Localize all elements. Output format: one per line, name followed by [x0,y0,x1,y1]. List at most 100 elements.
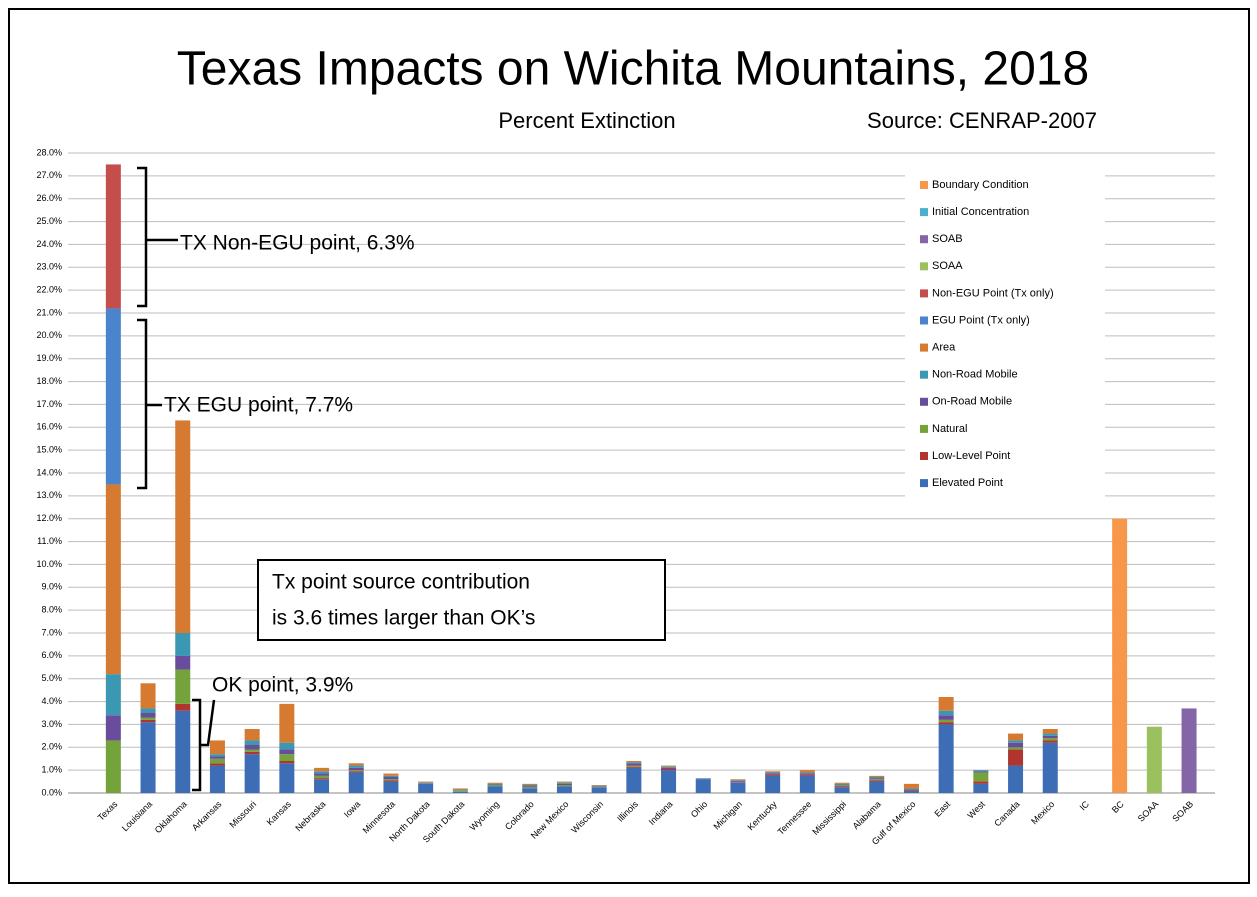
y-tick-label: 14.0% [36,467,62,477]
bar-segment [1008,766,1023,793]
legend-swatch [920,235,928,243]
bar-segment [418,782,433,783]
chart-subtitle: Percent Extinction [498,108,675,133]
bar-segment [1008,734,1023,741]
bar-segment [314,774,329,776]
bar-segment [349,763,364,765]
y-tick-label: 10.0% [36,559,62,569]
y-tick-label: 22.0% [36,285,62,295]
bar-segment [418,784,433,793]
legend-swatch [920,425,928,433]
bar-segment [245,754,260,793]
y-tick-label: 0.0% [41,787,62,797]
bar-segment [106,674,121,715]
bar-segment [939,724,954,793]
chart-source: Source: CENRAP-2007 [867,108,1097,133]
legend-swatch [920,317,928,325]
bar-segment [210,766,225,793]
bar-segment [175,670,190,704]
bar-segment [1043,740,1058,742]
legend-swatch [920,398,928,406]
bar-segment [730,781,745,782]
bar-segment [314,778,329,779]
bar-segment [661,767,676,768]
y-tick-label: 23.0% [36,262,62,272]
legend-swatch [920,262,928,270]
bar-segment [869,777,884,778]
bar-segment [626,763,641,765]
bar-segment [1008,743,1023,748]
y-tick-label: 26.0% [36,193,62,203]
bar-segment [973,782,988,784]
bar-segment [141,722,156,793]
bar-segment [1112,519,1127,793]
bar-segment [557,784,572,785]
legend-label: SOAA [932,260,963,272]
y-tick-label: 18.0% [36,376,62,386]
bar-segment [141,708,156,713]
bar-segment [279,761,294,763]
bar-segment [141,683,156,708]
bar-segment [696,779,711,793]
bar-segment [696,778,711,779]
bar-segment [349,770,364,771]
bar-segment [661,768,676,769]
bar-segment [245,745,260,750]
bar-segment [939,711,954,716]
legend-label: Boundary Condition [932,179,1029,191]
legend-label: Non-Road Mobile [932,369,1018,381]
bar-segment [626,767,641,768]
bar-segment [869,778,884,779]
bar-segment [869,776,884,777]
y-tick-label: 21.0% [36,307,62,317]
legend-label: EGU Point (Tx only) [932,314,1030,326]
bar-segment [453,791,468,792]
bar-segment [175,704,190,711]
y-tick-label: 19.0% [36,353,62,363]
bar-segment [488,784,503,785]
bar-segment [210,763,225,765]
bar-segment [904,791,919,793]
bar-segment [592,785,607,786]
bar-segment [939,722,954,724]
legend-box [905,170,1105,498]
bar-segment [835,786,850,787]
bar-segment [869,779,884,780]
bar-segment [835,784,850,785]
bar-segment [488,783,503,784]
bar-segment [592,786,607,787]
y-tick-label: 20.0% [36,330,62,340]
bar-segment [522,787,537,788]
annotation: TX Non-EGU point, 6.3% [180,232,415,255]
bar-segment [418,783,433,784]
bar-segment [453,792,468,793]
y-tick-label: 17.0% [36,399,62,409]
bar-segment [279,750,294,755]
bar-segment [349,766,364,768]
bar-segment [939,697,954,711]
bar-segment [765,772,780,773]
y-tick-label: 3.0% [41,719,62,729]
bar-segment [314,771,329,773]
bar-segment [279,743,294,750]
legend-swatch [920,344,928,352]
bar-segment [453,788,468,789]
y-tick-label: 15.0% [36,445,62,455]
bar-segment [245,752,260,754]
bar-segment [210,756,225,758]
bar-segment [904,788,919,789]
legend-label: Area [932,342,956,354]
y-tick-label: 16.0% [36,422,62,432]
bar-segment [106,740,121,793]
bar-segment [973,771,988,772]
bar-segment [765,775,780,776]
y-tick-label: 12.0% [36,513,62,523]
bar-segment [1008,747,1023,749]
legend-label: Natural [932,423,967,435]
bar-segment [522,788,537,793]
bar-segment [557,785,572,786]
bar-segment [522,784,537,785]
bar-segment [383,780,398,781]
